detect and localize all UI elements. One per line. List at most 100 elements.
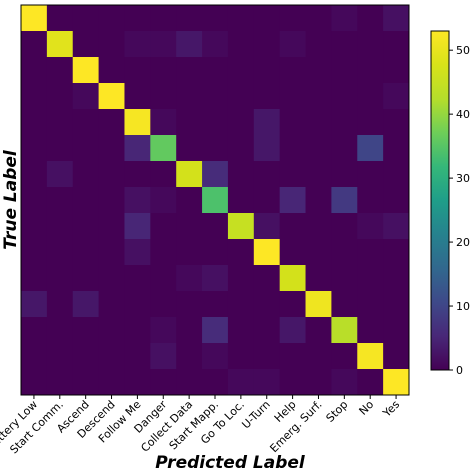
colorbar-tick-label-4: 40: [456, 108, 470, 121]
heatmap-cell-0-9: [253, 5, 281, 32]
heatmap-cell-4-12: [331, 109, 358, 136]
heatmap-cell-10-0: [21, 265, 48, 292]
heatmap-cell-11-11: [305, 291, 332, 318]
heatmap-cell-6-5: [150, 161, 177, 188]
heatmap-cell-4-10: [279, 109, 306, 136]
heatmap-cell-5-3: [98, 135, 125, 162]
heatmap-cell-5-12: [331, 135, 358, 162]
colorbar-tick-label-5: 50: [456, 44, 470, 57]
heatmap-cell-4-0: [21, 109, 48, 136]
heatmap-cell-1-0: [21, 31, 48, 58]
heatmap-cell-2-1: [46, 57, 74, 84]
heatmap-cell-0-7: [202, 5, 229, 32]
heatmap-cell-13-1: [46, 343, 74, 370]
heatmap-cell-1-12: [331, 31, 358, 58]
heatmap-cell-14-3: [98, 369, 125, 396]
heatmap-cell-7-14: [383, 187, 410, 214]
heatmap-cell-13-13: [357, 343, 384, 370]
heatmap-cell-9-5: [150, 239, 177, 266]
heatmap-cell-1-6: [176, 31, 203, 58]
heatmap-cell-9-1: [46, 239, 74, 266]
heatmap-cell-8-6: [176, 213, 203, 240]
heatmap-cell-14-14: [383, 369, 410, 396]
heatmap-cell-13-2: [72, 343, 99, 370]
heatmap-cell-13-11: [305, 343, 332, 370]
heatmap-cell-9-14: [383, 239, 410, 266]
heatmap-cell-10-10: [279, 265, 306, 292]
heatmap-cell-8-4: [124, 213, 151, 240]
heatmap-cells: [21, 5, 410, 396]
heatmap-cell-11-8: [227, 291, 255, 318]
heatmap-cell-7-11: [305, 187, 332, 214]
heatmap-cell-14-11: [305, 369, 332, 396]
heatmap-cell-7-3: [98, 187, 125, 214]
heatmap-cell-9-10: [279, 239, 306, 266]
heatmap-cell-13-6: [176, 343, 203, 370]
heatmap-cell-8-13: [357, 213, 384, 240]
heatmap-cell-2-14: [383, 57, 410, 84]
heatmap-cell-0-5: [150, 5, 177, 32]
heatmap-cell-11-7: [202, 291, 229, 318]
heatmap-cell-8-14: [383, 213, 410, 240]
heatmap-cell-1-11: [305, 31, 332, 58]
heatmap-cell-1-10: [279, 31, 306, 58]
heatmap-cell-13-0: [21, 343, 48, 370]
heatmap-cell-10-8: [227, 265, 255, 292]
heatmap-cell-9-12: [331, 239, 358, 266]
heatmap-cell-0-0: [21, 5, 48, 32]
heatmap-cell-5-8: [227, 135, 255, 162]
heatmap-cell-6-4: [124, 161, 151, 188]
heatmap-cell-12-0: [21, 317, 48, 344]
heatmap-cell-0-10: [279, 5, 306, 32]
heatmap-cell-5-2: [72, 135, 99, 162]
heatmap-cell-12-6: [176, 317, 203, 344]
heatmap-cell-2-8: [227, 57, 255, 84]
heatmap-cell-6-9: [253, 161, 281, 188]
heatmap-cell-4-3: [98, 109, 125, 136]
heatmap-cell-10-3: [98, 265, 125, 292]
heatmap-cell-9-6: [176, 239, 203, 266]
heatmap-cell-2-9: [253, 57, 281, 84]
heatmap-cell-12-9: [253, 317, 281, 344]
heatmap-cell-5-13: [357, 135, 384, 162]
heatmap-cell-0-11: [305, 5, 332, 32]
heatmap-cell-1-14: [383, 31, 410, 58]
heatmap-cell-1-4: [124, 31, 151, 58]
heatmap-cell-7-9: [253, 187, 281, 214]
heatmap-cell-1-5: [150, 31, 177, 58]
heatmap-cell-5-0: [21, 135, 48, 162]
heatmap-cell-6-7: [202, 161, 229, 188]
x-tick-label-13: No: [357, 398, 377, 418]
heatmap-cell-5-6: [176, 135, 203, 162]
heatmap-cell-3-14: [383, 83, 410, 110]
colorbar-tick-label-1: 10: [456, 300, 470, 313]
heatmap-cell-2-4: [124, 57, 151, 84]
heatmap-cell-9-2: [72, 239, 99, 266]
heatmap-cell-2-2: [72, 57, 99, 84]
heatmap-cell-5-10: [279, 135, 306, 162]
heatmap-cell-0-1: [46, 5, 74, 32]
heatmap-cell-9-3: [98, 239, 125, 266]
heatmap-cell-2-10: [279, 57, 306, 84]
heatmap-cell-11-2: [72, 291, 99, 318]
heatmap-cell-11-3: [98, 291, 125, 318]
heatmap-cell-0-13: [357, 5, 384, 32]
heatmap-cell-7-4: [124, 187, 151, 214]
heatmap-cell-13-14: [383, 343, 410, 370]
heatmap-cell-2-12: [331, 57, 358, 84]
x-tick-label-14: Yes: [380, 398, 403, 421]
heatmap-cell-4-11: [305, 109, 332, 136]
heatmap-cell-9-7: [202, 239, 229, 266]
heatmap-cell-12-11: [305, 317, 332, 344]
heatmap-cell-12-7: [202, 317, 229, 344]
heatmap-cell-14-9: [253, 369, 281, 396]
heatmap-cell-11-6: [176, 291, 203, 318]
heatmap-cell-14-8: [227, 369, 255, 396]
heatmap-cell-4-2: [72, 109, 99, 136]
heatmap-cell-6-12: [331, 161, 358, 188]
heatmap-cell-7-5: [150, 187, 177, 214]
x-axis-ticks: [33, 395, 397, 399]
heatmap-cell-7-8: [227, 187, 255, 214]
heatmap-cell-7-0: [21, 187, 48, 214]
